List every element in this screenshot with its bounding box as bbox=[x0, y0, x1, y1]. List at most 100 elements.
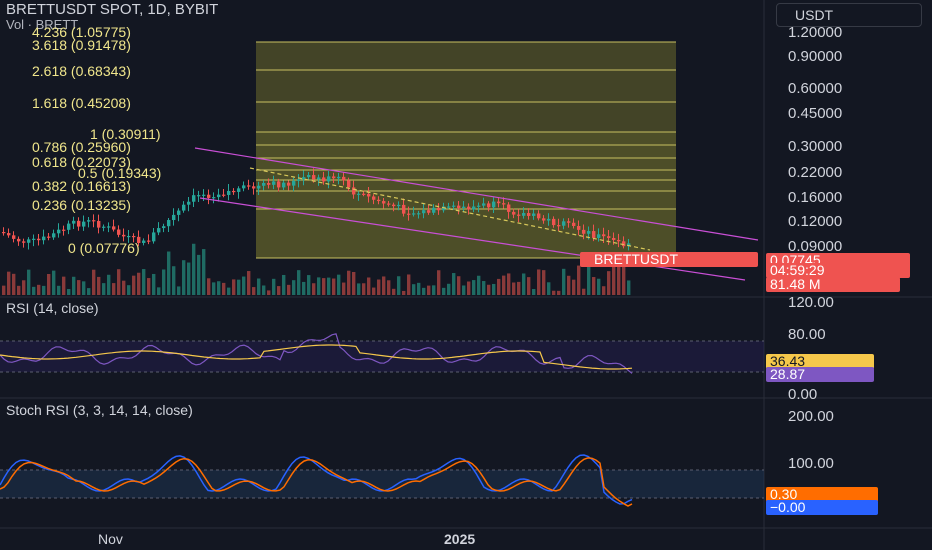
volume-tag: 81.48 M bbox=[766, 277, 900, 292]
candle bbox=[222, 194, 226, 196]
candle bbox=[577, 225, 581, 230]
stoch-d-value-tag: −0.00 bbox=[766, 500, 878, 515]
fib-label: 0 (0.07776) bbox=[68, 240, 140, 256]
candle bbox=[327, 176, 331, 182]
volume-bar bbox=[327, 277, 331, 295]
candle bbox=[272, 181, 276, 185]
candle bbox=[302, 177, 306, 180]
candle bbox=[517, 214, 521, 216]
volume-bar bbox=[392, 288, 396, 295]
candle bbox=[572, 222, 576, 226]
chart-title: BRETTUSDT SPOT, 1D, BYBIT bbox=[6, 1, 219, 18]
stoch-axis-label: 100.00 bbox=[788, 455, 834, 472]
volume-bar bbox=[107, 274, 111, 295]
candle bbox=[12, 235, 16, 239]
candle bbox=[227, 190, 231, 195]
candle bbox=[477, 205, 481, 207]
volume-bar bbox=[397, 276, 401, 295]
candle bbox=[297, 179, 301, 181]
candle bbox=[562, 221, 566, 226]
candle bbox=[182, 204, 186, 211]
volume-bar bbox=[222, 282, 226, 295]
candle bbox=[32, 238, 36, 240]
candle bbox=[42, 236, 46, 241]
candle bbox=[262, 183, 266, 186]
price-axis-label: 1.20000 bbox=[788, 24, 843, 41]
candle bbox=[472, 206, 476, 210]
candle bbox=[462, 206, 466, 208]
volume-bar bbox=[587, 266, 591, 295]
volume-bar bbox=[52, 270, 56, 295]
candle bbox=[92, 220, 96, 222]
fib-label: 1 (0.30911) bbox=[90, 126, 161, 142]
volume-bar bbox=[367, 277, 371, 295]
rsi-axis-label: 0.00 bbox=[788, 386, 818, 403]
volume-bar bbox=[462, 285, 466, 295]
candle bbox=[382, 201, 386, 204]
volume-bar bbox=[257, 278, 261, 295]
candle bbox=[542, 218, 546, 221]
volume-bar bbox=[542, 270, 546, 295]
candle bbox=[52, 233, 56, 238]
candle bbox=[287, 182, 291, 186]
volume-bar bbox=[562, 268, 566, 295]
volume-bar bbox=[492, 283, 496, 295]
candle bbox=[112, 226, 116, 230]
candle bbox=[257, 185, 261, 189]
volume-bar bbox=[87, 288, 91, 295]
candle bbox=[597, 234, 601, 238]
volume-bar bbox=[197, 254, 201, 295]
volume-bar bbox=[147, 278, 151, 295]
time-axis-label: Nov bbox=[98, 531, 123, 547]
volume-bar bbox=[602, 286, 606, 295]
volume-bar bbox=[577, 265, 581, 295]
volume-bar bbox=[507, 273, 511, 295]
volume-bar bbox=[17, 285, 21, 295]
candle bbox=[537, 213, 541, 219]
candle bbox=[557, 225, 561, 227]
candle bbox=[212, 197, 216, 199]
rsi-ma-line bbox=[0, 344, 633, 370]
candle bbox=[47, 236, 51, 238]
volume-bar bbox=[272, 278, 276, 295]
volume-bar bbox=[497, 278, 501, 295]
candle bbox=[67, 223, 71, 230]
volume-bar bbox=[467, 281, 471, 295]
candle bbox=[342, 176, 346, 181]
volume-bar bbox=[477, 275, 481, 295]
volume-bar bbox=[362, 283, 366, 295]
volume-bar bbox=[32, 286, 36, 295]
candle bbox=[57, 229, 61, 234]
volume-bar bbox=[232, 279, 236, 295]
volume-bar bbox=[117, 269, 121, 295]
volume-bar bbox=[387, 280, 391, 295]
volume-bar bbox=[167, 251, 171, 295]
candle bbox=[177, 210, 181, 215]
stoch-rsi-pane bbox=[0, 454, 764, 507]
fib-retracement[interactable] bbox=[256, 41, 676, 259]
volume-bar bbox=[512, 282, 516, 295]
volume-bar bbox=[307, 275, 311, 295]
volume-bar bbox=[2, 285, 6, 295]
volume-bar bbox=[27, 269, 31, 295]
candle bbox=[107, 226, 111, 228]
volume-bar bbox=[502, 275, 506, 295]
candle bbox=[82, 221, 86, 227]
volume-bar bbox=[247, 271, 251, 295]
fib-label: 0.618 (0.22073) bbox=[32, 154, 131, 170]
candle bbox=[207, 194, 211, 198]
fib-label: 0.5 (0.19343) bbox=[78, 165, 162, 181]
volume-bar bbox=[7, 271, 11, 295]
price-axis-label: 0.45000 bbox=[788, 105, 843, 122]
candle bbox=[22, 241, 26, 243]
volume-bar bbox=[282, 274, 286, 295]
volume-bar bbox=[422, 287, 426, 295]
currency-button[interactable]: USDT bbox=[776, 3, 922, 27]
rsi-ma-value-tag: 36.43 bbox=[766, 354, 874, 369]
volume-bar bbox=[347, 270, 351, 295]
volume-bar bbox=[572, 279, 576, 295]
volume-bar bbox=[382, 276, 386, 295]
candle bbox=[607, 236, 611, 238]
rsi-value-tag: 28.87 bbox=[766, 367, 874, 382]
